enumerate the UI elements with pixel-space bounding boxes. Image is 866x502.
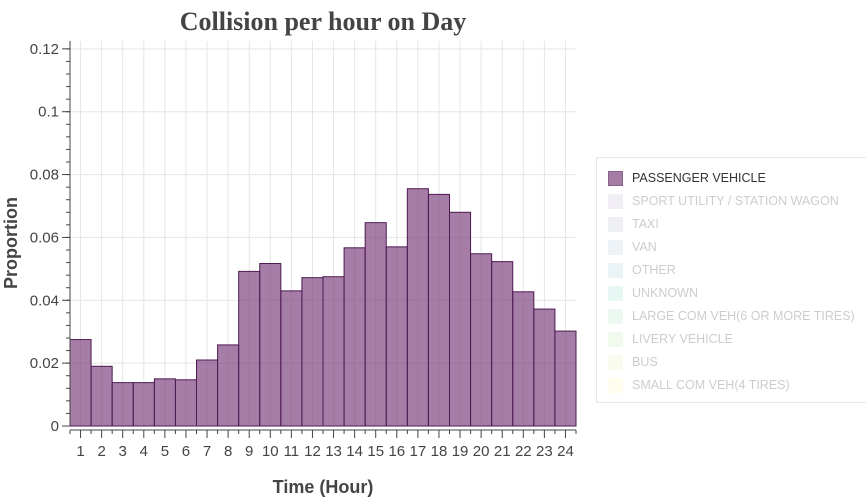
legend-swatch [608,170,623,186]
legend-swatch [608,377,623,393]
bar-hour-18[interactable] [427,193,450,427]
bars [69,188,577,427]
legend-label: SMALL COM VEH(4 TIRES) [632,378,790,392]
legend-swatch [608,193,623,209]
legend-swatch [608,354,623,370]
x-tick-label: 20 [473,443,490,460]
y-tick-label: 0.04 [30,292,59,309]
x-tick-label: 10 [262,443,279,460]
y-tick-label: 0.12 [30,41,59,58]
bar-hour-9[interactable] [238,270,261,427]
x-axis-ticks: 1 2 3 4 5 6 7 8 9 10 11 12 13 14 15 16 17 18 19 20 21 22 23 24 [69,430,577,460]
bar-hour-5[interactable] [153,378,176,427]
legend-item[interactable]: BUS [608,352,658,372]
x-tick-label: 6 [182,443,190,460]
x-tick-label: 23 [536,443,553,460]
x-tick-label: 21 [494,443,511,460]
legend-label: SPORT UTILITY / STATION WAGON [632,194,839,208]
bar-hour-17[interactable] [406,188,429,427]
x-tick-label: 19 [452,443,469,460]
bar-hour-19[interactable] [449,211,472,427]
bar-hour-10[interactable] [259,263,282,427]
bar-hour-13[interactable] [322,276,345,427]
y-tick-label: 0 [51,418,59,435]
bar-hour-15[interactable] [364,222,387,427]
x-tick-label: 2 [97,443,105,460]
legend-label: VAN [632,240,657,254]
y-tick-label: 0.06 [30,229,59,246]
x-tick-label: 14 [346,443,363,460]
legend-swatch [608,308,623,324]
legend-item[interactable]: PASSENGER VEHICLE [608,168,766,188]
y-tick-label: 0.08 [30,167,59,184]
bar-hour-14[interactable] [343,247,366,427]
bar-hour-8[interactable] [217,344,240,427]
bar-hour-4[interactable] [132,382,155,427]
bar-hour-23[interactable] [533,308,556,427]
y-axis-label: Proportion [1,197,21,289]
bar-hour-11[interactable] [280,290,303,427]
bar-hour-7[interactable] [196,359,219,427]
legend-item[interactable]: SPORT UTILITY / STATION WAGON [608,191,839,211]
x-tick-label: 18 [431,443,448,460]
bar-hour-24[interactable] [554,330,577,427]
y-axis-ticks: 0 0.02 0.04 0.06 0.08 0.1 0.12 [30,41,70,435]
x-tick-label: 16 [388,443,405,460]
y-tick-label: 0.02 [30,355,59,372]
legend-swatch [608,262,623,278]
bar-hour-12[interactable] [301,277,324,427]
legend-label: BUS [632,355,658,369]
x-tick-label: 15 [367,443,384,460]
x-tick-label: 8 [224,443,232,460]
bar-hour-2[interactable] [90,365,113,427]
legend-item[interactable]: VAN [608,237,657,257]
legend-item[interactable]: LIVERY VEHICLE [608,329,733,349]
legend-label: LIVERY VEHICLE [632,332,733,346]
legend-swatch [608,285,623,301]
legend-label: PASSENGER VEHICLE [632,171,766,185]
x-tick-label: 7 [203,443,211,460]
bar-hour-6[interactable] [174,379,198,427]
legend-item[interactable]: UNKNOWN [608,283,698,303]
bar-hour-1[interactable] [69,339,92,427]
bar-hour-22[interactable] [512,291,535,427]
bar-hour-3[interactable] [111,382,134,427]
legend-label: TAXI [632,217,659,231]
legend-swatch [608,216,623,232]
x-axis-label: Time (Hour) [273,477,374,497]
bar-hour-20[interactable] [470,253,493,427]
legend-item[interactable]: SMALL COM VEH(4 TIRES) [608,375,790,395]
legend-item[interactable]: LARGE COM VEH(6 OR MORE TIRES) [608,306,855,326]
bar-hour-21[interactable] [491,261,514,427]
x-tick-label: 1 [76,443,84,460]
x-tick-label: 3 [119,443,127,460]
legend-item[interactable]: OTHER [608,260,676,280]
legend-swatch [608,239,623,255]
x-tick-label: 22 [515,443,532,460]
legend-item[interactable]: TAXI [608,214,659,234]
x-tick-label: 24 [557,443,574,460]
x-tick-label: 5 [161,443,169,460]
x-tick-label: 12 [304,443,321,460]
chart-title: Collision per hour on Day [180,7,467,36]
x-tick-label: 4 [140,443,148,460]
x-tick-label: 9 [245,443,253,460]
legend-label: UNKNOWN [632,286,698,300]
legend-label: OTHER [632,263,676,277]
legend: PASSENGER VEHICLE SPORT UTILITY / STATION… [596,157,866,403]
x-tick-label: 11 [284,443,300,460]
y-tick-label: 0.1 [38,104,59,121]
legend-label: LARGE COM VEH(6 OR MORE TIRES) [632,309,855,323]
bar-hour-16[interactable] [385,246,408,427]
x-tick-label: 13 [325,443,342,460]
legend-swatch [608,331,623,347]
x-tick-label: 17 [410,443,427,460]
